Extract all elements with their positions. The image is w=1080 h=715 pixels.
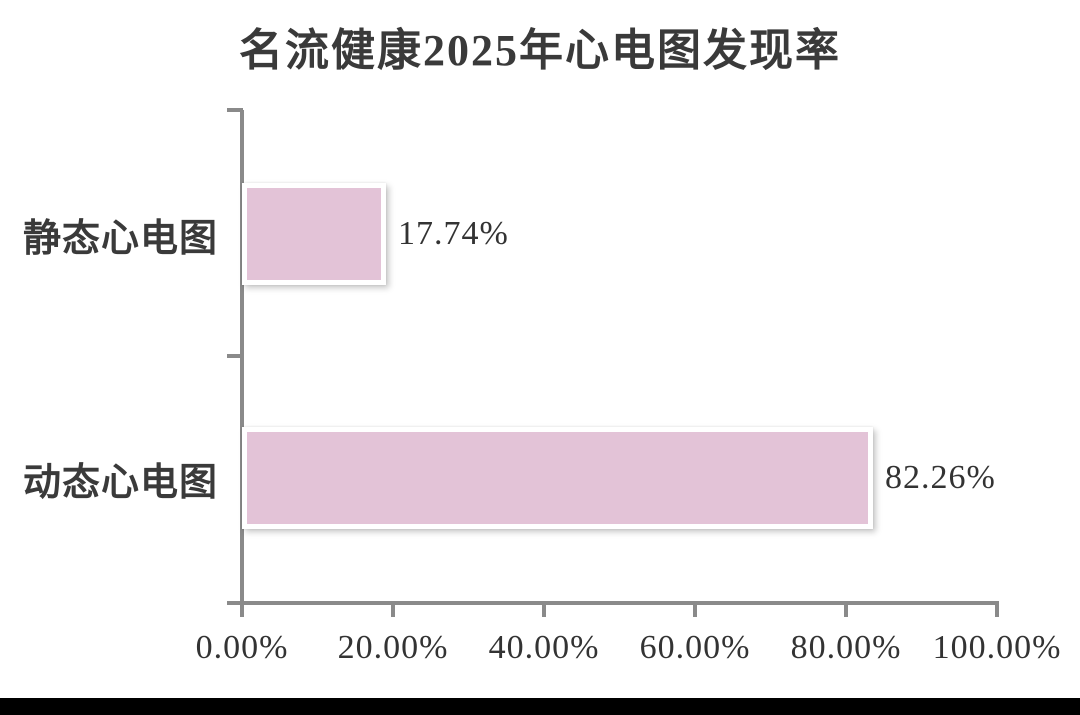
category-label-dynamic-ecg: 动态心电图 <box>22 461 218 504</box>
y-axis-tick-middle <box>227 354 243 358</box>
x-tick-label: 40.00% <box>488 629 600 666</box>
category-label-static-ecg: 静态心电图 <box>22 217 218 260</box>
value-label-static-ecg: 17.74% <box>398 215 509 252</box>
chart-title: 名流健康2025年心电图发现率 <box>239 26 841 75</box>
x-axis-tick <box>844 603 848 617</box>
x-tick-label: 20.00% <box>337 629 449 666</box>
x-tick-label: 100.00% <box>932 629 1062 666</box>
x-axis-tick <box>240 603 244 617</box>
x-tick-label: 60.00% <box>639 629 751 666</box>
y-axis-line <box>240 110 244 616</box>
x-tick-label: 0.00% <box>195 629 289 666</box>
bar-dynamic-ecg <box>242 427 873 529</box>
x-axis-tick <box>391 603 395 617</box>
bar-static-ecg <box>242 183 386 285</box>
value-label-dynamic-ecg: 82.26% <box>885 459 996 496</box>
x-axis-line <box>227 601 999 605</box>
x-axis-tick <box>995 603 999 617</box>
y-axis-tick-top <box>227 108 243 112</box>
bottom-black-strip <box>0 698 1080 715</box>
x-tick-label: 80.00% <box>790 629 902 666</box>
x-axis-tick <box>693 603 697 617</box>
x-axis-tick <box>542 603 546 617</box>
